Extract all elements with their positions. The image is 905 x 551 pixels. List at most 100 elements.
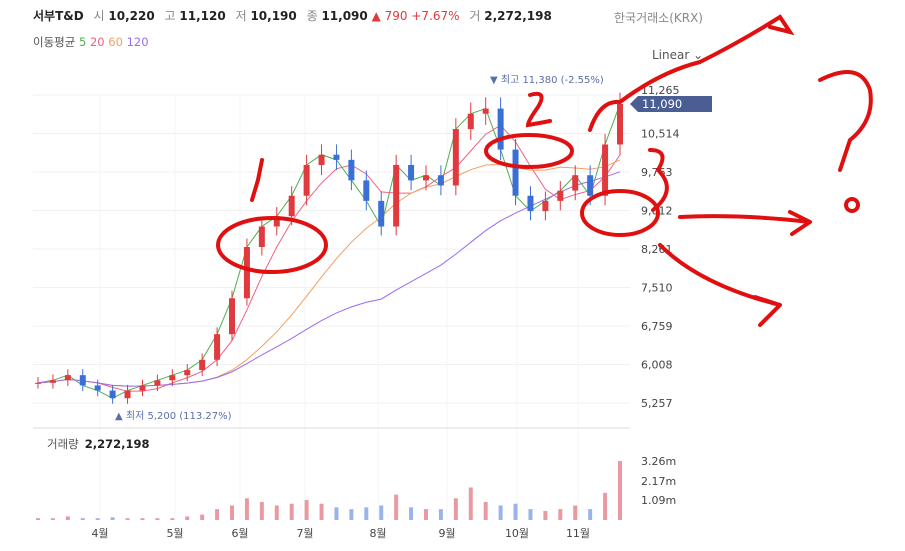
volume-bar xyxy=(513,503,518,520)
scale-select[interactable]: Linear ⌄ xyxy=(652,48,703,62)
volume-value: 2,272,198 xyxy=(85,437,150,451)
volume-bar xyxy=(438,509,443,520)
low-label: 저 xyxy=(235,9,247,23)
close-label: 종 xyxy=(306,9,318,23)
change-pct: +7.67% xyxy=(411,9,460,23)
ma120-line xyxy=(37,171,621,387)
volume-bar xyxy=(140,518,145,520)
ma20-line xyxy=(37,124,621,392)
min-annotation: ▲ 최저 5,200 (113.27%) xyxy=(115,410,232,422)
annotation-circle xyxy=(216,216,328,274)
volume-bar xyxy=(334,507,339,520)
volume-tick-label: 2.17m xyxy=(641,475,676,488)
volume-bar xyxy=(65,516,70,520)
candle-body xyxy=(79,375,86,386)
volume-bar xyxy=(349,509,354,520)
ma-20: 20 xyxy=(89,35,105,49)
candle-body xyxy=(154,380,161,386)
candle-body xyxy=(333,154,340,160)
annotation-stroke xyxy=(588,14,795,132)
candle-body xyxy=(617,103,623,145)
candle-body xyxy=(348,159,355,181)
last-price-tag xyxy=(630,95,712,112)
volume-bar xyxy=(244,498,249,520)
x-tick-label: 11월 xyxy=(566,527,590,540)
candle-body xyxy=(378,200,385,227)
candle-body xyxy=(602,144,609,196)
volume-bar xyxy=(110,517,115,520)
volume-bar xyxy=(200,514,205,520)
candle-body xyxy=(437,175,444,186)
candle-body xyxy=(482,108,489,114)
candle-body xyxy=(49,380,56,383)
volume-bar xyxy=(95,518,100,520)
volume-bar xyxy=(230,505,234,520)
annotation-circle xyxy=(484,133,574,169)
volume-bar xyxy=(36,518,40,520)
moving-average-legend[interactable]: 이동평균 5 20 60 120 xyxy=(33,34,149,50)
x-tick-label: 10월 xyxy=(505,527,529,540)
candle-body xyxy=(243,247,250,299)
y-tick-label: 5,257 xyxy=(641,397,673,410)
x-tick-label: 9월 xyxy=(438,527,455,540)
ma-120: 120 xyxy=(126,35,149,49)
quote-header: 서부T&D 시 10,220 고 11,120 저 10,190 종 11,09… xyxy=(33,7,552,24)
candle-body xyxy=(512,149,519,196)
candle-body xyxy=(423,175,429,181)
candle-body xyxy=(393,164,400,227)
volume-bar xyxy=(170,518,175,520)
y-tick-label: 6,759 xyxy=(641,320,673,333)
volume-bar xyxy=(468,487,473,520)
candle-body xyxy=(258,226,265,248)
candle-body xyxy=(214,334,221,360)
volume-value: 2,272,198 xyxy=(484,9,552,23)
candle-body xyxy=(229,298,235,335)
high-value: 11,120 xyxy=(179,9,226,23)
volume-tick-label: 3.26m xyxy=(641,455,676,468)
annotation-stroke xyxy=(658,243,782,327)
volume-bar xyxy=(453,498,458,520)
candle-body xyxy=(94,385,101,391)
volume-bar xyxy=(424,509,428,520)
volume-bar xyxy=(304,500,309,520)
open-label: 시 xyxy=(93,9,105,23)
candle-body xyxy=(109,390,116,399)
exchange-label: 한국거래소(KRX) xyxy=(614,11,703,25)
volume-bar xyxy=(80,518,85,520)
candle-body xyxy=(363,180,370,201)
volume-bar xyxy=(185,516,190,520)
candle-body xyxy=(408,164,415,181)
volume-bar xyxy=(483,501,488,520)
volume-bar xyxy=(618,461,622,520)
ma-5: 5 xyxy=(78,35,87,49)
volume-bar xyxy=(125,518,130,520)
volume-bar xyxy=(319,503,324,520)
volume-bar xyxy=(409,507,414,520)
y-tick-label: 10,514 xyxy=(641,128,680,141)
change-value: ▲ 790 xyxy=(371,9,408,23)
annotation-stroke xyxy=(678,210,812,236)
volume-bar xyxy=(379,505,384,520)
volume-tick-label: 1.09m xyxy=(641,494,676,507)
volume-bar xyxy=(543,510,548,520)
x-tick-label: 7월 xyxy=(296,527,313,540)
low-value: 10,190 xyxy=(250,9,297,23)
volume-label: 거래량 xyxy=(47,437,79,451)
volume-bar xyxy=(588,509,593,520)
volume-bar xyxy=(558,509,563,520)
volume-bar xyxy=(603,492,608,520)
candle-body xyxy=(303,164,310,196)
high-label: 고 xyxy=(164,9,176,23)
volume-header: 거래량 2,272,198 xyxy=(47,437,150,451)
candle-body xyxy=(572,175,579,191)
candle-body xyxy=(169,375,176,381)
ma5-line xyxy=(37,103,621,399)
y-tick-label: 11,265 xyxy=(641,84,680,97)
candle-body xyxy=(199,359,206,371)
max-annotation: ▼ 최고 11,380 (-2.55%) xyxy=(490,74,604,86)
candle-body xyxy=(124,390,131,399)
volume-bar xyxy=(364,507,369,520)
annotation-stroke xyxy=(648,148,669,212)
ma-label: 이동평균 xyxy=(33,35,76,49)
